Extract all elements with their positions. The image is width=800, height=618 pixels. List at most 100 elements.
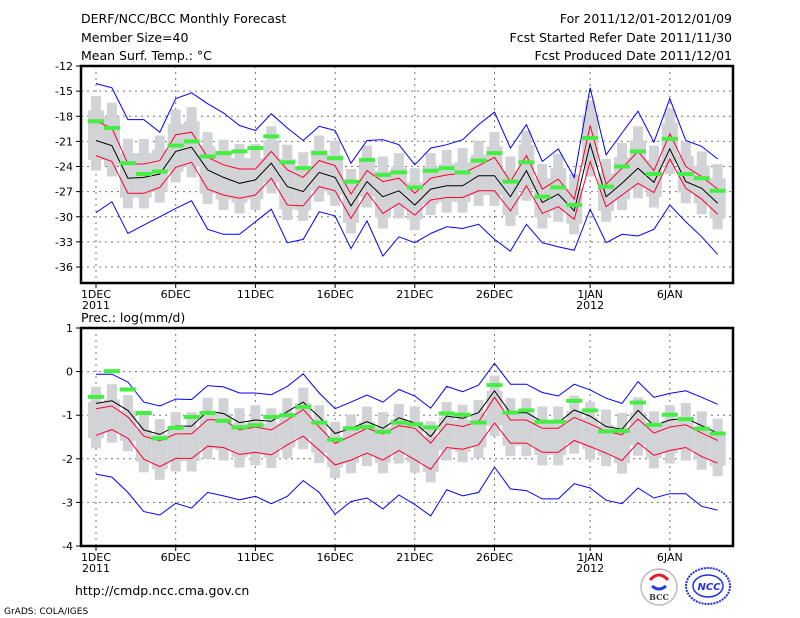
marker-bar: [502, 179, 519, 184]
marker-bar: [199, 154, 216, 159]
ensemble-box: [693, 165, 710, 204]
marker-bar: [327, 156, 344, 161]
ensemble-box: [422, 436, 439, 472]
source-url[interactable]: http://cmdp.ncc.cma.gov.cn: [75, 583, 249, 598]
ensemble-box: [709, 178, 726, 219]
grads-credit: GrADS: COLA/IGES: [4, 607, 88, 617]
marker-bar: [88, 394, 104, 399]
refer-date: Fcst Started Refer Date 2011/11/30: [510, 30, 733, 45]
ensemble-box: [151, 434, 168, 470]
bcc-logo-text: BCC: [649, 592, 669, 602]
x-tick-label: 16DEC: [317, 551, 354, 564]
ensemble-box: [438, 417, 455, 451]
prec-panel-title: Prec.: log(mm/d): [81, 310, 185, 325]
marker-bar: [534, 419, 551, 424]
ensemble-box: [422, 167, 439, 205]
series-line-mean: [95, 140, 719, 212]
ensemble-box: [645, 159, 662, 197]
x-tick-label: 11DEC: [237, 288, 274, 301]
marker-bar: [629, 149, 646, 154]
ensemble-box: [550, 421, 567, 455]
series-line-max: [95, 83, 719, 179]
x-tick-label: 1DEC: [81, 551, 111, 564]
marker-bar: [311, 420, 328, 425]
ensemble-box: [390, 167, 407, 208]
marker-bar: [518, 160, 535, 165]
ensemble-box: [438, 163, 455, 202]
x-tick-label: 11DEC: [237, 551, 274, 564]
ensemble-box: [263, 423, 280, 458]
ensemble-box: [327, 437, 344, 468]
ensemble-box: [279, 158, 296, 210]
marker-bar: [358, 157, 375, 162]
marker-bar: [406, 185, 423, 190]
y-tick-label: -18: [55, 110, 73, 123]
marker-bar: [390, 170, 407, 175]
y-tick-label: -30: [55, 211, 73, 224]
y-tick-label: 1: [66, 322, 73, 335]
marker-bar: [502, 410, 519, 415]
x-tick-label: 6JAN: [657, 551, 683, 564]
ensemble-box: [231, 158, 248, 203]
ensemble-box: [183, 427, 200, 461]
marker-bar: [534, 194, 551, 199]
y-tick-label: -33: [55, 236, 73, 249]
marker-bar: [470, 420, 487, 425]
marker-bar: [598, 184, 615, 189]
marker-bar: [215, 151, 232, 156]
marker-bar: [454, 412, 471, 417]
y-tick-label: -4: [62, 540, 73, 553]
x-tick-year: 2012: [576, 299, 604, 312]
y-tick-label: -3: [62, 496, 73, 509]
ensemble-box: [709, 433, 726, 466]
ensemble-box: [502, 170, 519, 216]
marker-bar: [103, 369, 120, 374]
marker-bar: [263, 414, 280, 419]
x-tick-year: 2011: [82, 562, 110, 575]
ensemble-box: [661, 420, 678, 454]
ensemble-box: [693, 426, 710, 460]
series-line-max: [96, 362, 718, 410]
marker-bar: [119, 161, 136, 166]
marker-bar: [343, 426, 360, 431]
marker-bar: [677, 417, 694, 422]
ensemble-box: [502, 413, 519, 446]
marker-bar: [183, 414, 200, 419]
marker-bar: [167, 143, 184, 148]
x-tick-year: 2012: [576, 562, 604, 575]
marker-bar: [709, 188, 726, 193]
y-tick-label: -2: [62, 453, 73, 466]
marker-bar: [422, 425, 439, 430]
marker-bar: [693, 176, 710, 181]
ensemble-box: [629, 412, 646, 446]
ensemble-box: [167, 427, 184, 461]
ensemble-box: [199, 413, 216, 449]
marker-bar: [135, 411, 152, 416]
marker-bar: [422, 168, 439, 173]
x-tick-label: 21DEC: [396, 551, 433, 564]
ensemble-box: [311, 420, 328, 453]
series-line-min: [95, 466, 718, 517]
plot-frame: [79, 64, 735, 285]
temp-panel-title: Mean Surf. Temp.: °C: [81, 48, 212, 63]
ensemble-box: [247, 158, 264, 200]
marker-bar: [88, 119, 104, 124]
marker-bar: [566, 398, 583, 403]
marker-bar: [135, 172, 152, 177]
y-tick-label: -15: [55, 85, 73, 98]
marker-bar: [279, 413, 296, 418]
ncc-logo-text: NCC: [697, 582, 721, 593]
marker-bar: [438, 411, 455, 416]
marker-bar: [582, 408, 599, 413]
marker-bar: [279, 160, 296, 165]
marker-bar: [151, 436, 168, 441]
marker-bar: [693, 426, 710, 431]
x-tick-label: 1JAN: [577, 551, 603, 564]
ensemble-box: [454, 419, 471, 452]
marker-bar: [151, 169, 168, 174]
marker-bar: [247, 423, 264, 428]
y-tick-label: -27: [55, 186, 73, 199]
y-tick-label: -21: [55, 135, 73, 148]
marker-bar: [598, 429, 615, 434]
